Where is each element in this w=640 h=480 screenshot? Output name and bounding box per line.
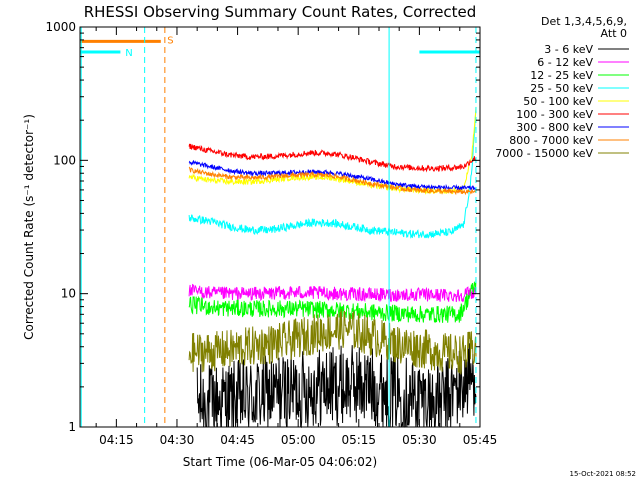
- legend-label-6: 300 - 800 keV: [516, 121, 593, 134]
- y-tick-label: 1000: [45, 20, 76, 34]
- x-axis-label: Start Time (06-Mar-05 04:06:02): [183, 455, 377, 469]
- y-axis-label: Corrected Count Rate (s⁻¹ detector⁻¹): [22, 114, 36, 340]
- chart-title: RHESSI Observing Summary Count Rates, Co…: [84, 3, 477, 21]
- footer-timestamp: 15-Oct-2021 08:52: [570, 470, 636, 478]
- series-line-6: [188, 159, 477, 192]
- series-line-1: [188, 283, 477, 303]
- y-axis: 1 10 100 1000: [45, 20, 480, 434]
- x-tick-label: 05:15: [341, 433, 376, 447]
- series-line-7: [188, 166, 477, 196]
- legend-label-2: 12 - 25 keV: [530, 69, 593, 82]
- x-tick-label: 05:45: [463, 433, 498, 447]
- legend-label-5: 100 - 300 keV: [516, 108, 593, 121]
- x-tick-label: 04:45: [220, 433, 255, 447]
- x-tick-label: 04:15: [99, 433, 134, 447]
- legend-label-7: 800 - 7000 keV: [509, 134, 593, 147]
- legend-header: Att 0: [601, 27, 627, 40]
- flag-s-label: S: [167, 35, 173, 46]
- x-tick-label: 04:30: [160, 433, 195, 447]
- series-line-3: [188, 110, 477, 239]
- series-line-5: [188, 143, 477, 173]
- legend-label-8: 7000 - 15000 keV: [495, 147, 593, 160]
- legend-label-4: 50 - 100 keV: [523, 95, 593, 108]
- x-axis: 04:15 04:30 04:45 05:00 05:15 05:30 05:45: [95, 27, 498, 447]
- legend-label-1: 6 - 12 keV: [537, 56, 593, 69]
- legend-header: Det 1,3,4,5,6,9,: [541, 15, 627, 28]
- plot-area: NS: [80, 27, 480, 429]
- series-line-4: [188, 106, 477, 195]
- x-tick-label: 05:00: [281, 433, 316, 447]
- y-tick-label: 1: [68, 420, 76, 434]
- plot-frame: [79, 26, 481, 428]
- legend-label-3: 25 - 50 keV: [530, 82, 593, 95]
- flag-n-label: N: [125, 48, 132, 59]
- y-tick-label: 10: [61, 287, 76, 301]
- x-tick-label: 05:30: [402, 433, 437, 447]
- series-line-8: [188, 309, 477, 375]
- series-line-2: [188, 278, 477, 323]
- legend-label-0: 3 - 6 keV: [544, 43, 593, 56]
- y-tick-label: 100: [53, 153, 76, 167]
